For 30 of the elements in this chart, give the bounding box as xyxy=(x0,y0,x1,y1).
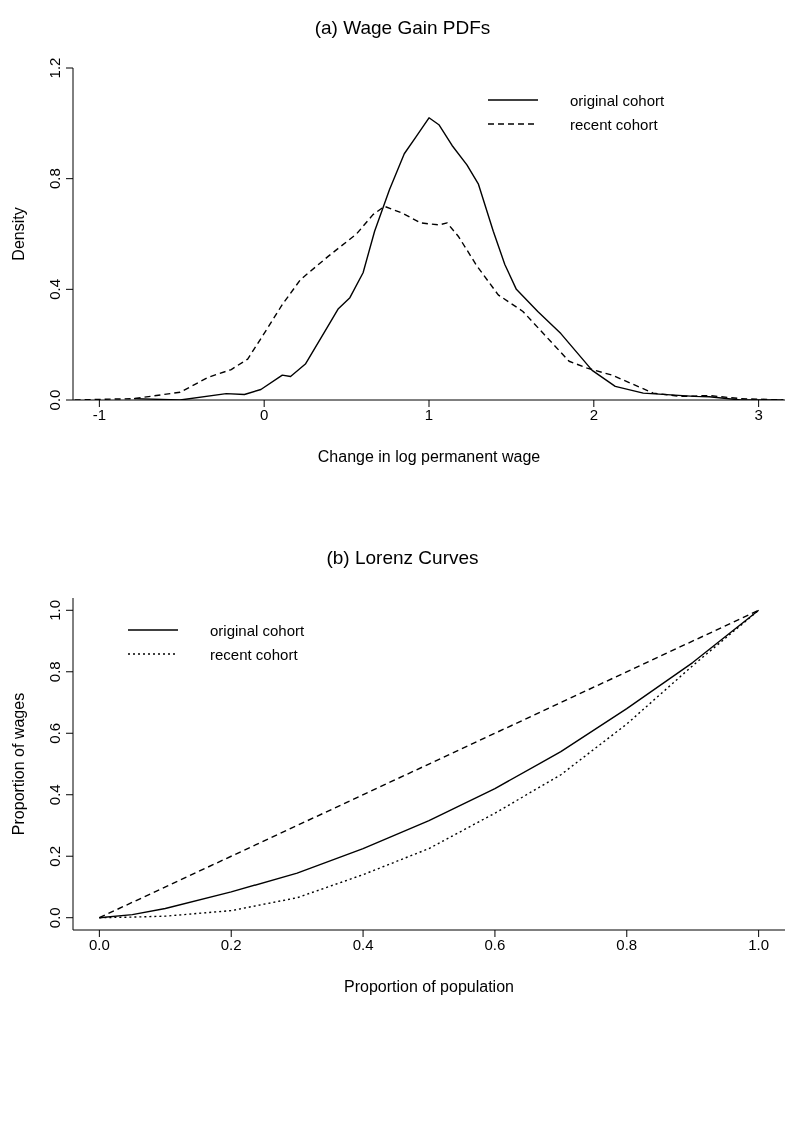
y-tick-label: 0.4 xyxy=(46,784,63,806)
x-axis-title: Proportion of population xyxy=(344,978,514,995)
x-tick-label: 0.6 xyxy=(484,935,506,953)
legend-label: original cohort xyxy=(570,91,665,109)
x-tick-label: 0 xyxy=(260,405,269,423)
x-tick-label: 0.2 xyxy=(220,935,242,953)
x-tick-label: -1 xyxy=(92,405,107,423)
legend-label: recent cohort xyxy=(210,645,298,663)
x-tick-label: 1 xyxy=(424,405,434,423)
y-axis-title: Density xyxy=(9,207,27,261)
y-tick-label: 1.0 xyxy=(46,599,63,621)
chart-title: (b) Lorenz Curves xyxy=(325,546,480,570)
legend-label: original cohort xyxy=(210,621,305,639)
y-tick-label: 0.4 xyxy=(46,278,63,300)
x-tick-label: 0.4 xyxy=(352,935,374,953)
y-tick-label: 1.2 xyxy=(46,57,63,79)
legend-label: recent cohort xyxy=(570,115,658,133)
x-tick-label: 3 xyxy=(754,405,763,423)
y-tick-label: 0.8 xyxy=(46,168,63,190)
y-tick-label: 0.2 xyxy=(46,845,63,867)
x-tick-label: 2 xyxy=(589,405,598,423)
chart-title: (a) Wage Gain PDFs xyxy=(313,16,492,40)
x-tick-label: 0.0 xyxy=(88,935,110,953)
y-tick-label: 0.6 xyxy=(46,722,63,744)
y-tick-label: 0.8 xyxy=(46,661,63,683)
x-tick-label: 1.0 xyxy=(748,935,770,953)
y-axis-title: Proportion of wages xyxy=(9,692,27,836)
y-tick-label: 0.0 xyxy=(46,907,63,929)
x-tick-label: 0.8 xyxy=(616,935,638,953)
x-axis-title: Change in log permanent wage xyxy=(317,448,541,465)
